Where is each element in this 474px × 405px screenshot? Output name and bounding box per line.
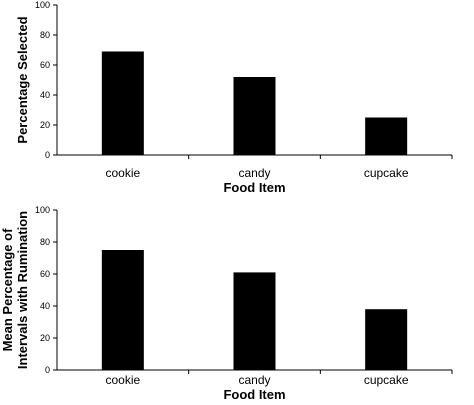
bar-cupcake	[365, 309, 408, 370]
bar-cookie	[101, 250, 144, 370]
x-axis-title: Food Item	[223, 180, 285, 195]
category-label-cupcake: cupcake	[364, 373, 409, 387]
y-tick-label: 0	[45, 150, 50, 160]
chart-percentage-selected: 0 20 40 60 80 100 cookie candy cupcake Food Item P…	[15, 0, 453, 195]
category-label-candy: candy	[238, 166, 270, 180]
bar-cupcake	[365, 117, 408, 155]
y-axis-title-line: Percentage Selected	[15, 16, 30, 143]
category-label-cookie: cookie	[105, 166, 140, 180]
x-axis-title: Food Item	[223, 387, 285, 402]
y-tick-label: 80	[40, 30, 50, 40]
y-tick-label: 100	[35, 0, 50, 10]
y-axis-title-line: Mean Percentage of	[0, 228, 15, 351]
y-tick-label: 100	[35, 205, 50, 215]
bar-candy	[233, 77, 276, 155]
bar-candy	[233, 272, 276, 370]
y-tick-label: 60	[40, 269, 50, 279]
chart-mean-percentage-rumination: 0 20 40 60 80 100 cookie candy cupcake Food Item M…	[0, 205, 453, 402]
y-tick-label: 60	[40, 60, 50, 70]
y-tick-label: 0	[45, 365, 50, 375]
y-tick-label: 20	[40, 333, 50, 343]
y-tick-label: 40	[40, 301, 50, 311]
y-tick-label: 80	[40, 237, 50, 247]
y-tick-label: 20	[40, 120, 50, 130]
y-axis-title-line: Intervals with Rumination	[15, 211, 30, 369]
y-tick-label: 40	[40, 90, 50, 100]
category-label-cupcake: cupcake	[364, 166, 409, 180]
y-axis-title: Percentage Selected	[15, 16, 30, 143]
bar-cookie	[101, 51, 144, 155]
y-axis-title: Mean Percentage ofIntervals with Ruminat…	[0, 211, 30, 369]
category-label-candy: candy	[238, 373, 270, 387]
category-label-cookie: cookie	[105, 373, 140, 387]
